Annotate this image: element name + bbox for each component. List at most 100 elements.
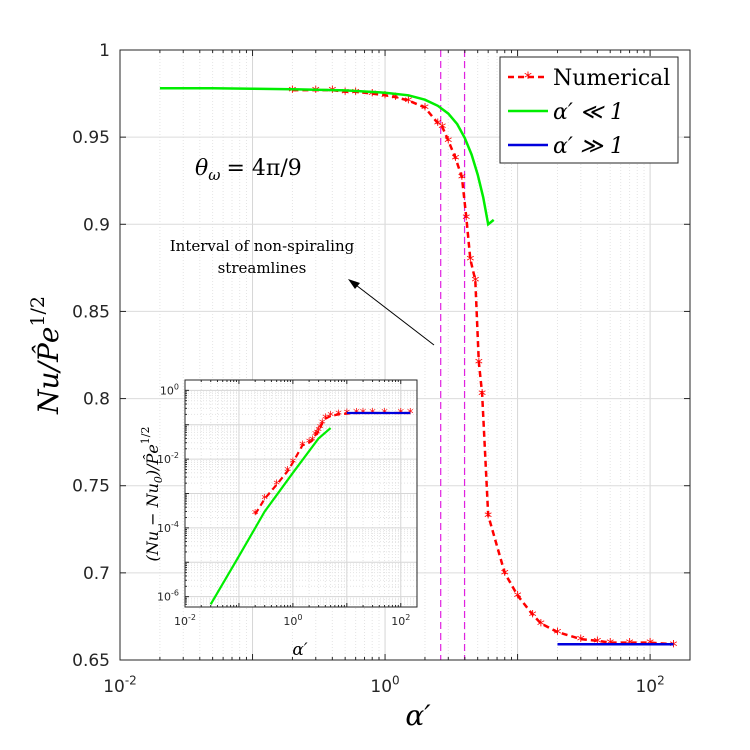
main-y-label-main: Nu/P̂e: [32, 327, 65, 415]
data-point-marker: *: [317, 422, 324, 437]
main-ticks: 10-2 100 102 0.65 0.7 0.75 0.8 0.85 0.9 0.95 1: [72, 41, 691, 697]
data-point-marker: *: [577, 631, 585, 650]
data-point-marker: *: [392, 89, 400, 108]
y-tick-label: 100: [160, 382, 179, 397]
svg-text:Nu/P̂e1/2: Nu/P̂e1/2: [27, 296, 65, 415]
main-y-label: Nu/P̂e1/2: [27, 296, 65, 415]
legend-item-small-alpha: α′ ≪ 1: [508, 100, 624, 125]
legend: * Numerical α′ ≪ 1 α′ ≫ 1: [499, 56, 679, 164]
data-point-marker: *: [553, 624, 561, 643]
data-point-marker: *: [444, 133, 452, 152]
theta-symbol: θ: [195, 156, 208, 181]
x-tick-label: 102: [391, 613, 410, 628]
data-point-marker: *: [312, 82, 320, 101]
data-point-marker: *: [434, 115, 442, 134]
data-point-marker: *: [273, 479, 280, 494]
data-point-marker: *: [466, 251, 474, 270]
y-tick-label: 0.8: [83, 390, 110, 410]
data-point-marker: *: [352, 84, 360, 103]
data-point-marker: *: [341, 84, 349, 103]
series-line-small-alpha: [209, 427, 332, 605]
data-point-marker: *: [322, 413, 329, 428]
x-tick-label: 100: [283, 613, 302, 628]
data-point-marker: *: [514, 588, 522, 607]
legend-label-large-alpha: α′ ≫ 1: [553, 134, 624, 159]
y-tick-label: 0.75: [72, 477, 110, 497]
series-line-numerical: [292, 88, 674, 646]
legend-label-small-alpha: α′ ≪ 1: [553, 100, 624, 125]
data-point-marker: *: [314, 428, 321, 443]
data-point-marker: *: [484, 507, 492, 526]
data-point-marker: *: [288, 82, 296, 101]
inset-y-label-exp: 1/2: [139, 426, 152, 444]
data-point-marker: *: [471, 272, 479, 291]
data-point-marker: *: [421, 100, 429, 119]
main-y-label-exp: 1/2: [27, 296, 49, 327]
data-point-marker: *: [306, 437, 313, 452]
data-point-marker: *: [537, 615, 545, 634]
x-tick-label: 100: [370, 673, 399, 697]
data-point-marker: *: [353, 407, 360, 422]
interval-annotation-line2: streamlines: [218, 259, 307, 277]
data-point-marker: *: [315, 425, 322, 440]
inset-y-label: (Nu − Nu0)/P̂e1/2: [139, 426, 165, 561]
data-point-marker: *: [328, 82, 336, 101]
data-point-marker: *: [407, 407, 414, 422]
data-point-marker: *: [299, 439, 306, 454]
x-tick-label: 102: [635, 673, 664, 697]
data-point-marker: *: [529, 607, 537, 626]
y-tick-label: 0.65: [72, 651, 110, 671]
data-point-marker: *: [451, 150, 459, 169]
inset-x-label: α′: [292, 640, 307, 660]
svg-text:(Nu − Nu0)/P̂e1/2: (Nu − Nu0)/P̂e1/2: [139, 426, 165, 561]
inset-ticks: 10-2 100 102 10-6 10-4 10-2 100: [157, 379, 418, 628]
main-axes-box: [119, 49, 691, 661]
data-point-marker: *: [381, 407, 388, 422]
data-point-marker: *: [381, 87, 389, 106]
data-point-marker: *: [369, 407, 376, 422]
legend-item-large-alpha: α′ ≫ 1: [508, 134, 624, 159]
data-point-marker: *: [458, 169, 466, 188]
data-point-marker: *: [593, 633, 601, 652]
data-point-marker: *: [462, 209, 470, 228]
data-point-marker: *: [319, 417, 326, 432]
inset-y-label-sub: 0: [152, 476, 165, 483]
inset-series: ****** ********* * * * * * * * *: [209, 407, 414, 605]
x-tick-label: 10-2: [174, 613, 196, 628]
data-point-marker: *: [368, 86, 376, 105]
data-point-marker: *: [309, 434, 316, 449]
inset-y-label-main: (Nu − Nu: [143, 483, 162, 561]
y-tick-label: 0.9: [83, 215, 110, 235]
interval-annotation-line1: Interval of non-spiraling: [170, 237, 355, 255]
data-point-marker: *: [669, 636, 677, 655]
legend-label-numerical: Numerical: [553, 66, 670, 91]
y-tick-label: 0.85: [72, 302, 110, 322]
data-point-marker: *: [438, 119, 446, 138]
main-vertical-lines: [440, 50, 466, 660]
data-point-marker: *: [261, 493, 268, 508]
data-point-marker: *: [290, 456, 297, 471]
data-point-marker: *: [501, 565, 509, 584]
data-point-marker: *: [344, 408, 351, 423]
data-point-marker: *: [327, 410, 334, 425]
theta-rhs: = 4π/9: [226, 156, 301, 181]
data-point-marker: *: [398, 407, 405, 422]
data-point-marker: *: [475, 354, 483, 373]
data-point-marker: *: [404, 93, 412, 112]
theta-annotation: θω = 4π/9: [195, 156, 302, 184]
data-point-marker: *: [335, 408, 342, 423]
data-point-marker: *: [312, 429, 319, 444]
interval-arrow: [348, 279, 435, 346]
main-series: * * * * * * * * * *************** * * * * * * * *: [159, 82, 677, 655]
svg-text:*: *: [524, 68, 532, 87]
data-point-marker: *: [360, 407, 367, 422]
data-point-marker: *: [478, 385, 486, 404]
y-tick-label: 1: [99, 41, 110, 61]
x-tick-label: 10-2: [103, 673, 137, 697]
y-tick-label: 10-4: [157, 520, 179, 535]
legend-item-numerical: * Numerical: [508, 66, 670, 91]
theta-subscript: ω: [208, 166, 220, 184]
y-tick-label: 10-2: [157, 451, 179, 466]
y-tick-label: 0.7: [83, 564, 110, 584]
